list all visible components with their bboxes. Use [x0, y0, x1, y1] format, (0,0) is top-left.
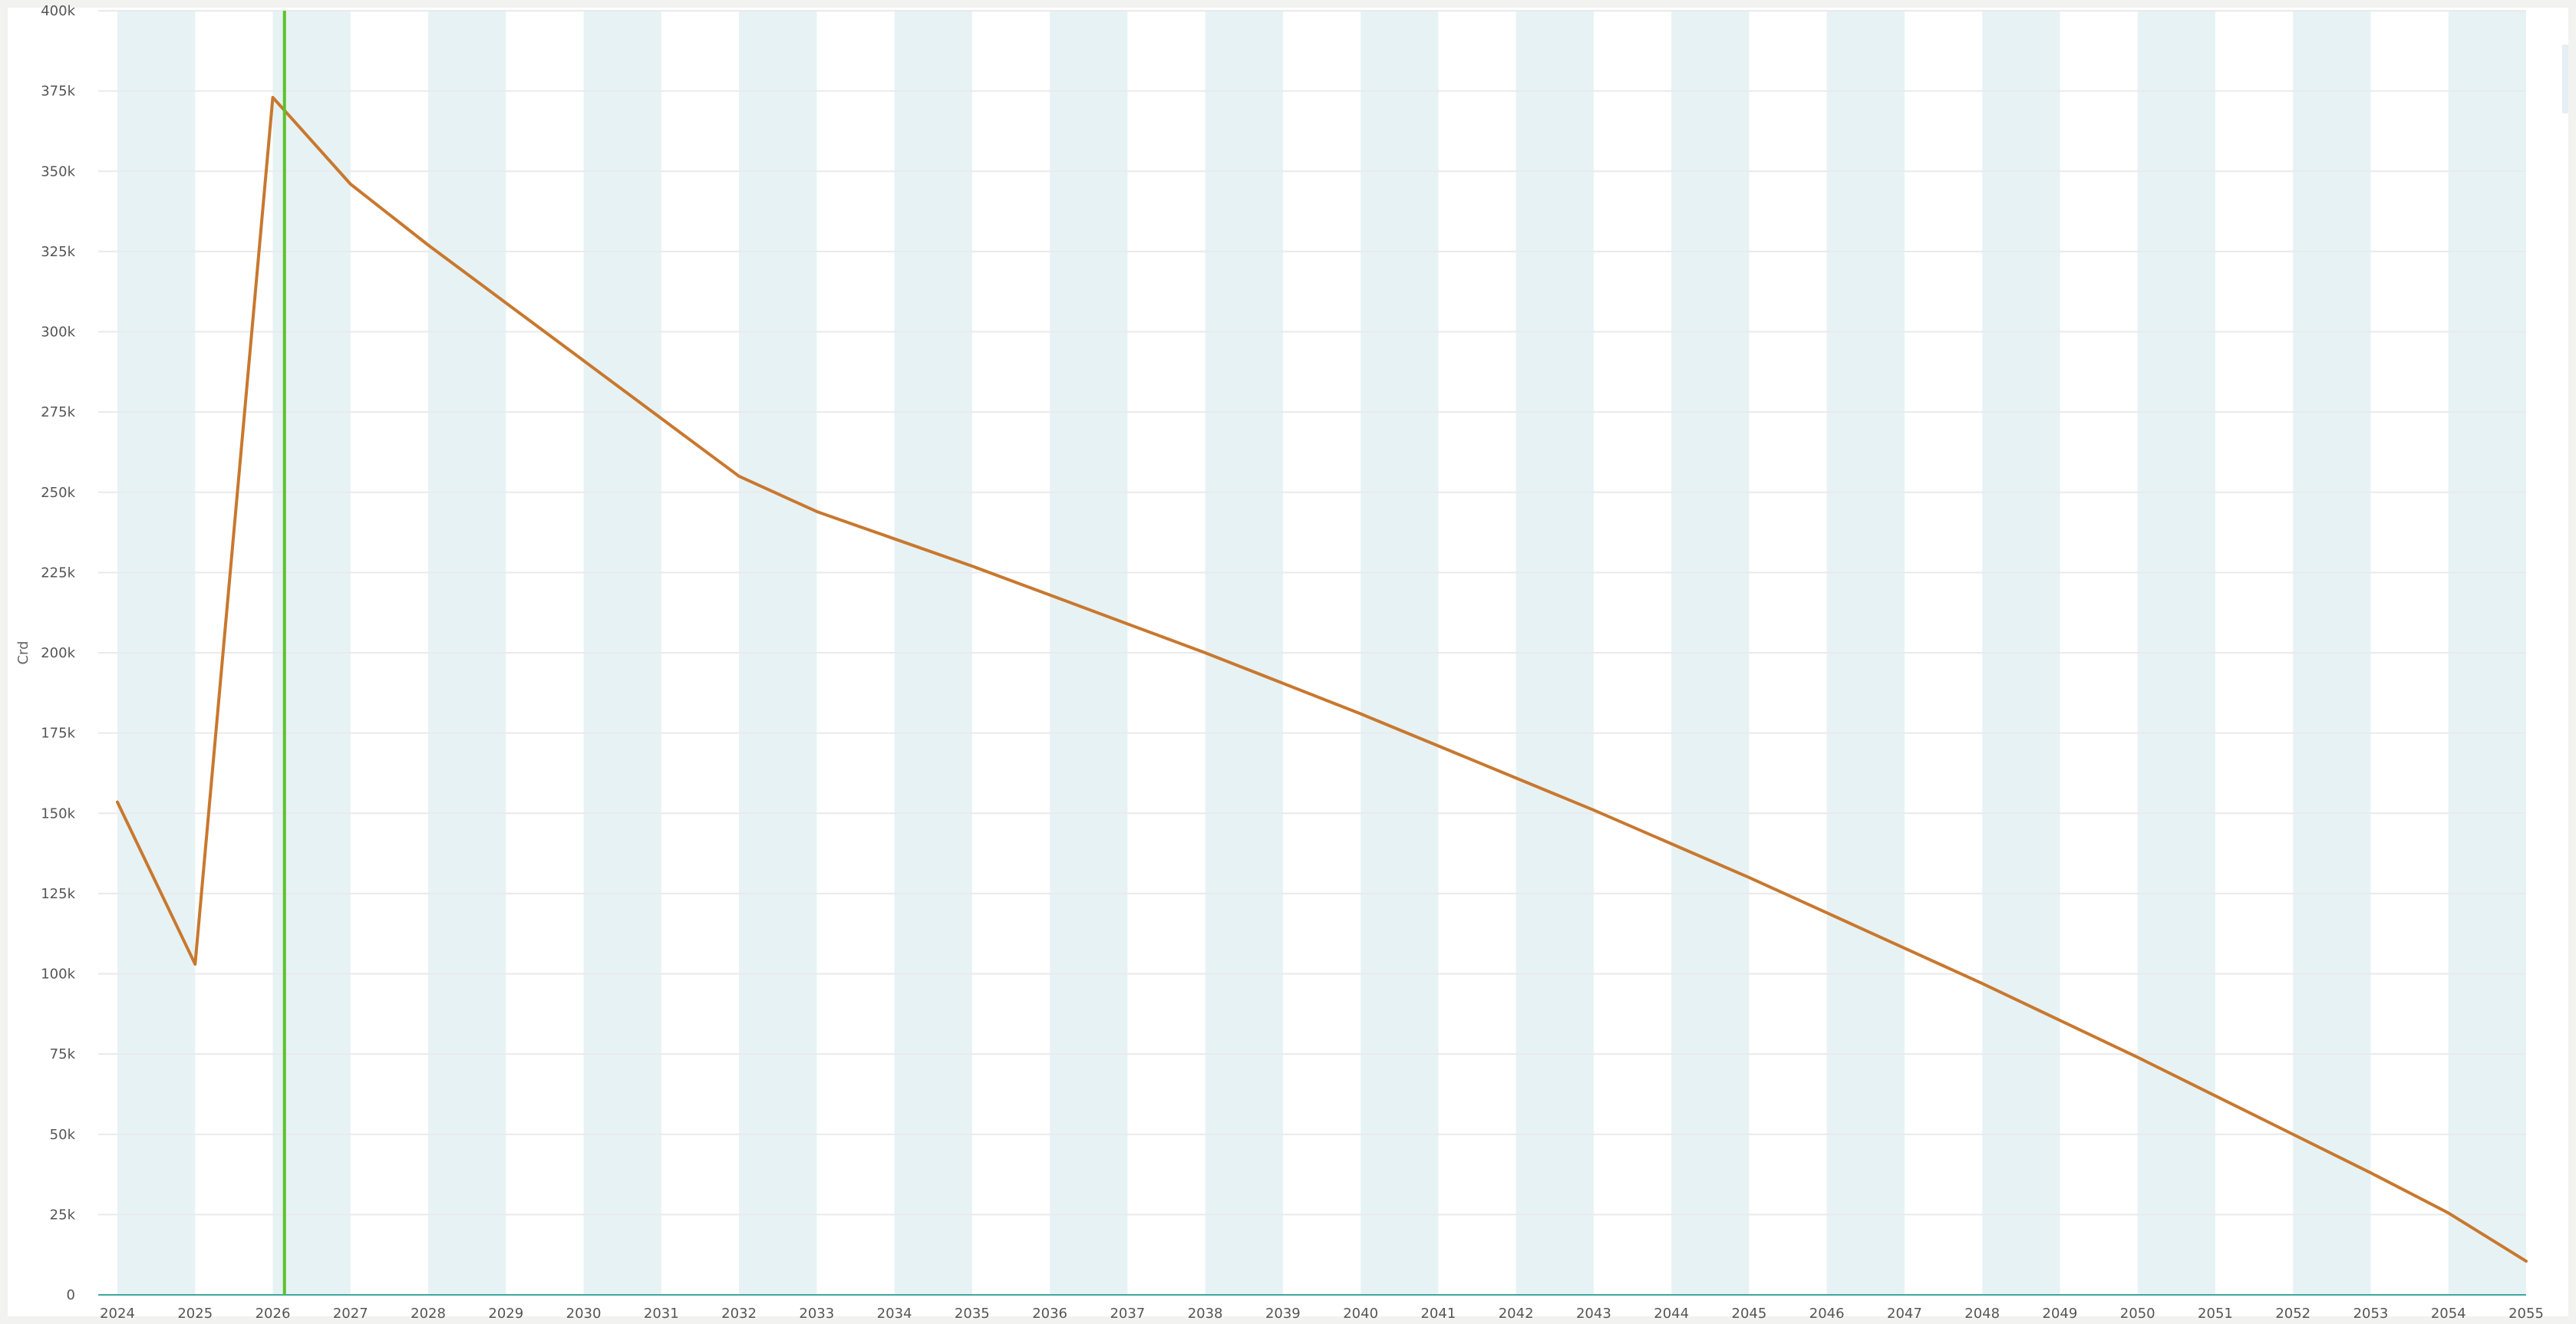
y-tick-label-75k: 75k	[50, 1046, 76, 1062]
horizontal-gridlines	[98, 10, 2526, 1216]
x-axis-tick-labels: 2024 2025 2026 2027 2028 2029 2030 2031 2032 2033…	[100, 1306, 2544, 1322]
x-tick-label-2033: 2033	[799, 1306, 834, 1322]
x-tick-label-2037: 2037	[1110, 1306, 1145, 1322]
y-tick-label-25k: 25k	[50, 1207, 76, 1223]
y-axis-tick-labels: 0 25k 50k 75k 100k 125k 150k 175k 200k 225k 250k 27…	[41, 3, 75, 1303]
x-tick-label-2051: 2051	[2198, 1306, 2233, 1322]
data-point-2050	[2137, 1056, 2139, 1058]
y-tick-label-200k: 200k	[41, 645, 75, 661]
x-tick-label-2039: 2039	[1265, 1306, 1301, 1322]
x-tick-label-2053: 2053	[2353, 1306, 2389, 1322]
data-point-2054	[2448, 1212, 2449, 1214]
x-tick-label-2030: 2030	[566, 1306, 602, 1322]
x-tick-label-2045: 2045	[1732, 1306, 1767, 1322]
y-tick-label-0: 0	[67, 1287, 75, 1303]
series-layer	[116, 95, 2528, 1263]
x-tick-label-2038: 2038	[1188, 1306, 1223, 1322]
data-point-2035	[971, 565, 973, 567]
y-tick-label-100k: 100k	[41, 967, 75, 983]
data-point-2036	[1049, 594, 1051, 596]
y-tick-label-125k: 125k	[41, 886, 75, 902]
y-tick-label-300k: 300k	[41, 324, 75, 341]
data-point-2047	[1904, 947, 1905, 949]
y-tick-label-50k: 50k	[50, 1127, 76, 1143]
x-tick-label-2055: 2055	[2508, 1306, 2544, 1322]
data-point-2045	[1748, 877, 1750, 878]
data-point-2038	[1205, 652, 1206, 654]
x-tick-label-2031: 2031	[644, 1306, 679, 1322]
y-tick-label-175k: 175k	[41, 726, 75, 742]
data-point-2027	[350, 183, 351, 185]
data-point-2043	[1593, 809, 1595, 811]
x-tick-label-2032: 2032	[721, 1306, 757, 1322]
x-tick-label-2027: 2027	[333, 1306, 368, 1322]
data-point-2033	[816, 511, 817, 512]
data-point-2044	[1671, 843, 1672, 845]
x-tick-label-2041: 2041	[1420, 1306, 1456, 1322]
data-point-2025	[194, 963, 196, 965]
x-tick-label-2035: 2035	[955, 1306, 990, 1322]
data-point-2046	[1826, 912, 1828, 914]
data-point-2048	[1981, 983, 1983, 984]
y-tick-label-150k: 150k	[41, 805, 75, 822]
x-tick-label-2040: 2040	[1343, 1306, 1378, 1322]
x-tick-label-2028: 2028	[411, 1306, 446, 1322]
y-tick-label-250k: 250k	[41, 485, 75, 501]
x-tick-label-2026: 2026	[256, 1306, 291, 1322]
series-line-0	[116, 95, 2528, 1263]
x-tick-label-2029: 2029	[488, 1306, 523, 1322]
y-tick-label-350k: 350k	[41, 163, 75, 179]
y-tick-label-375k: 375k	[41, 84, 75, 100]
x-tick-label-2052: 2052	[2275, 1306, 2310, 1322]
x-tick-label-2025: 2025	[177, 1306, 213, 1322]
y-tick-label-225k: 225k	[41, 565, 75, 581]
x-tick-label-2049: 2049	[2043, 1306, 2078, 1322]
data-point-2052	[2292, 1134, 2294, 1135]
y-tick-label-275k: 275k	[41, 404, 75, 420]
x-tick-label-2043: 2043	[1576, 1306, 1611, 1322]
x-tick-label-2024: 2024	[100, 1306, 135, 1322]
data-point-2034	[894, 538, 895, 539]
x-tick-label-2034: 2034	[877, 1306, 912, 1322]
y-axis-title: Crd	[15, 641, 31, 664]
y-tick-label-325k: 325k	[41, 244, 75, 260]
x-tick-label-2048: 2048	[1964, 1306, 2000, 1322]
data-point-2053	[2370, 1172, 2371, 1174]
x-tick-label-2047: 2047	[1887, 1306, 1922, 1322]
x-tick-label-2054: 2054	[2431, 1306, 2466, 1322]
x-tick-label-2046: 2046	[1809, 1306, 1845, 1322]
x-tick-label-2050: 2050	[2120, 1306, 2155, 1322]
y-tick-label-400k: 400k	[41, 3, 75, 19]
x-tick-label-2042: 2042	[1499, 1306, 1534, 1322]
x-tick-label-2044: 2044	[1654, 1306, 1689, 1322]
scrollbar-thumb[interactable]	[2562, 44, 2568, 114]
x-tick-label-2036: 2036	[1032, 1306, 1067, 1322]
data-point-2055	[2525, 1260, 2527, 1262]
